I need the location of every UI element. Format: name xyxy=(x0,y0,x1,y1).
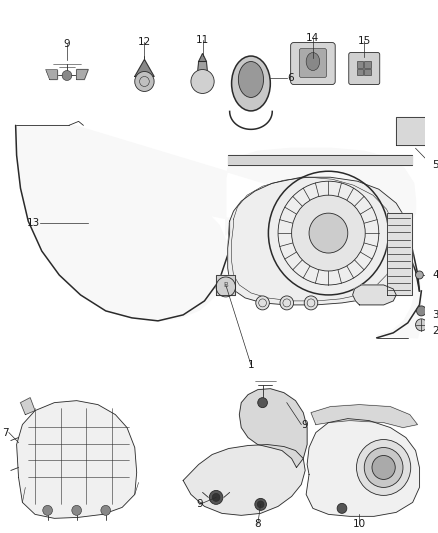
Polygon shape xyxy=(46,69,57,79)
Ellipse shape xyxy=(306,53,320,70)
Circle shape xyxy=(280,296,293,310)
Polygon shape xyxy=(199,53,206,61)
Polygon shape xyxy=(311,405,417,427)
Circle shape xyxy=(257,501,264,508)
Circle shape xyxy=(209,490,223,504)
Ellipse shape xyxy=(232,56,270,111)
Polygon shape xyxy=(183,445,305,515)
Text: 7: 7 xyxy=(2,427,9,438)
Polygon shape xyxy=(135,60,154,77)
Circle shape xyxy=(216,277,236,297)
Text: 14: 14 xyxy=(306,33,320,43)
FancyBboxPatch shape xyxy=(349,53,380,84)
Polygon shape xyxy=(353,285,396,305)
Circle shape xyxy=(416,271,423,279)
Text: 13: 13 xyxy=(27,218,40,228)
Circle shape xyxy=(255,498,266,511)
Polygon shape xyxy=(386,213,412,295)
Text: 8: 8 xyxy=(254,519,261,529)
Text: 15: 15 xyxy=(357,36,371,46)
Text: 11: 11 xyxy=(196,35,209,45)
Circle shape xyxy=(43,505,53,515)
Circle shape xyxy=(72,505,81,515)
Circle shape xyxy=(417,306,426,316)
Circle shape xyxy=(212,494,220,502)
Text: 3: 3 xyxy=(432,310,438,320)
Text: 12: 12 xyxy=(138,37,151,46)
Circle shape xyxy=(309,213,348,253)
Circle shape xyxy=(135,71,154,92)
Bar xyxy=(364,69,371,76)
Polygon shape xyxy=(216,275,236,295)
Polygon shape xyxy=(228,155,412,165)
Bar xyxy=(364,61,371,68)
Polygon shape xyxy=(77,69,88,79)
Text: 9: 9 xyxy=(301,419,308,430)
Circle shape xyxy=(191,69,214,93)
Circle shape xyxy=(337,503,347,513)
Polygon shape xyxy=(197,61,208,82)
Text: 6: 6 xyxy=(287,74,293,84)
Circle shape xyxy=(372,456,395,480)
Text: 5: 5 xyxy=(432,160,438,170)
Circle shape xyxy=(416,319,427,331)
FancyBboxPatch shape xyxy=(291,43,335,84)
Circle shape xyxy=(304,296,318,310)
Polygon shape xyxy=(306,418,420,516)
Polygon shape xyxy=(16,125,421,338)
Text: 2: 2 xyxy=(432,326,438,336)
Circle shape xyxy=(101,505,110,515)
Circle shape xyxy=(258,398,268,408)
Bar xyxy=(357,69,363,76)
Text: 1: 1 xyxy=(247,360,254,370)
Text: 9: 9 xyxy=(64,38,70,49)
Text: B: B xyxy=(223,282,228,288)
Bar xyxy=(357,61,363,68)
Circle shape xyxy=(364,448,403,487)
Polygon shape xyxy=(396,117,425,146)
Text: 9: 9 xyxy=(196,499,203,510)
Circle shape xyxy=(357,440,411,495)
Polygon shape xyxy=(21,398,35,415)
Polygon shape xyxy=(239,389,307,467)
FancyBboxPatch shape xyxy=(299,49,326,77)
Circle shape xyxy=(292,195,365,271)
Polygon shape xyxy=(228,177,410,305)
Ellipse shape xyxy=(238,61,264,98)
Text: 4: 4 xyxy=(432,270,438,280)
Text: 10: 10 xyxy=(353,519,366,529)
Circle shape xyxy=(62,70,72,80)
Circle shape xyxy=(256,296,269,310)
Polygon shape xyxy=(17,401,137,518)
